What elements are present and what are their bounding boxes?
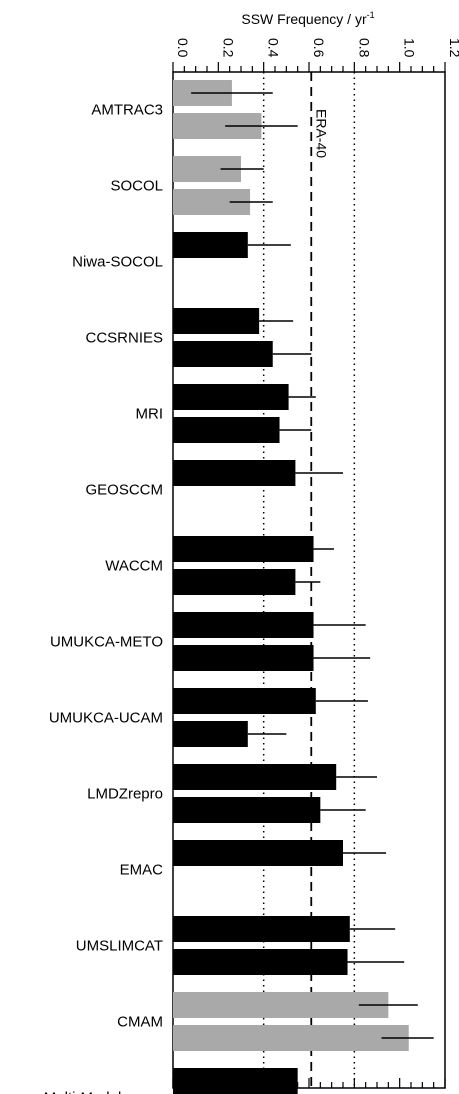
category-label: UMUKCA-UCAM — [49, 710, 163, 727]
bar — [173, 460, 296, 486]
bar — [173, 1068, 298, 1094]
bar — [173, 308, 260, 334]
x-tick-label: 0.0 — [175, 38, 191, 58]
x-tick-label: 0.2 — [220, 38, 236, 58]
category-label: Niwa-SOCOL — [72, 254, 163, 271]
x-tick-label: 1.0 — [402, 38, 418, 58]
bar — [173, 992, 389, 1018]
category-label: AMTRAC3 — [91, 102, 163, 119]
category-label: Multi-Model mean — [44, 1090, 163, 1094]
category-label: SOCOL — [110, 178, 163, 195]
x-axis-label: SSW Frequency / yr-1 — [241, 10, 374, 27]
category-label: LMDZrepro — [87, 786, 163, 803]
bar — [173, 612, 314, 638]
bar — [173, 341, 273, 367]
category-label: GEOSCCM — [85, 482, 163, 499]
bar — [173, 232, 248, 258]
bar — [173, 384, 289, 410]
plot-area: ERA-40 0.0 0.2 0.4 0.6 0.8 1.0 1.2 AMTRAC3 SOCOL N… — [44, 38, 459, 1094]
category-label: CMAM — [117, 1014, 163, 1031]
bar — [173, 688, 316, 714]
bar — [173, 797, 321, 823]
bar — [173, 536, 314, 562]
bar — [173, 417, 280, 443]
bar — [173, 721, 248, 747]
bar — [173, 645, 314, 671]
x-tick-label: 1.2 — [447, 38, 459, 58]
bar — [173, 840, 343, 866]
x-tick-label: 0.6 — [311, 38, 327, 58]
bar — [173, 949, 348, 975]
bar — [173, 569, 296, 595]
category-label: WACCM — [105, 558, 163, 575]
x-axis-label-superscript: -1 — [367, 10, 375, 20]
category-label: UMUKCA-METO — [50, 634, 163, 651]
era40-label: ERA-40 — [313, 109, 329, 158]
bar — [173, 1025, 409, 1051]
category-label: CCSRNIES — [85, 330, 163, 347]
bar — [173, 916, 350, 942]
category-label: EMAC — [120, 862, 164, 879]
category-label: UMSLIMCAT — [76, 938, 163, 955]
bar — [173, 764, 337, 790]
x-tick-label: 0.8 — [356, 38, 372, 58]
x-tick-label: 0.4 — [266, 38, 282, 58]
category-label: MRI — [136, 406, 164, 423]
